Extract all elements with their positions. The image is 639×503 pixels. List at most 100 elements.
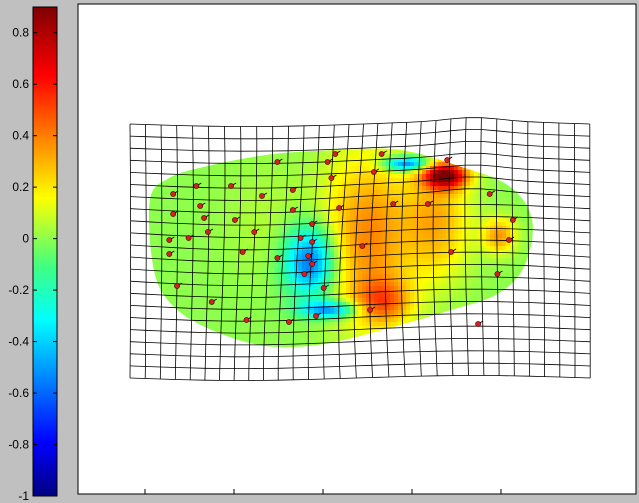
heatmap-cell xyxy=(346,314,351,319)
heatmap-cell xyxy=(314,298,319,303)
heatmap-cell xyxy=(506,226,511,231)
heatmap-cell xyxy=(358,214,363,219)
heatmap-cell xyxy=(522,226,527,231)
heatmap-cell xyxy=(190,178,195,183)
heatmap-cell xyxy=(258,202,263,207)
heatmap-cell xyxy=(214,174,219,179)
heatmap-cell xyxy=(390,310,395,315)
heatmap-cell xyxy=(410,210,415,215)
heatmap-cell xyxy=(410,150,415,155)
heatmap-cell xyxy=(514,246,519,251)
heatmap-cell xyxy=(438,254,443,259)
heatmap-cell xyxy=(438,202,443,207)
heatmap-cell xyxy=(410,202,415,207)
heatmap-cell xyxy=(238,238,243,243)
heatmap-cell xyxy=(386,302,391,307)
heatmap-cell xyxy=(238,282,243,287)
heatmap-cell xyxy=(258,226,263,231)
heatmap-cell xyxy=(262,226,267,231)
heatmap-cell xyxy=(166,202,171,207)
heatmap-cell xyxy=(326,290,331,295)
heatmap-cell xyxy=(158,282,163,287)
heatmap-cell xyxy=(418,238,423,243)
heatmap-cell xyxy=(182,206,187,211)
heatmap-cell xyxy=(254,214,259,219)
heatmap-cell xyxy=(246,334,251,339)
heatmap-cell xyxy=(150,206,155,211)
heatmap-cell xyxy=(366,318,371,323)
heatmap-cell xyxy=(362,202,367,207)
heatmap-cell xyxy=(394,306,399,311)
heatmap-cell xyxy=(198,170,203,175)
heatmap-cell xyxy=(378,310,383,315)
heatmap-cell xyxy=(418,302,423,307)
heatmap-cell xyxy=(450,262,455,267)
heatmap-cell xyxy=(430,170,435,175)
heatmap-cell xyxy=(466,242,471,247)
heatmap-cell xyxy=(298,242,303,247)
heatmap-cell xyxy=(386,226,391,231)
heatmap-cell xyxy=(286,194,291,199)
heatmap-cell xyxy=(458,258,463,263)
heatmap-cell xyxy=(382,238,387,243)
heatmap-cell xyxy=(518,242,523,247)
heatmap-cell xyxy=(382,202,387,207)
heatmap-cell xyxy=(286,190,291,195)
heatmap-cell xyxy=(186,230,191,235)
heatmap-cell xyxy=(162,218,167,223)
heatmap-cell xyxy=(442,306,447,311)
heatmap-cell xyxy=(254,234,259,239)
heatmap-cell xyxy=(414,178,419,183)
heatmap-cell xyxy=(270,246,275,251)
heatmap-cell xyxy=(166,194,171,199)
heatmap-cell xyxy=(150,202,155,207)
heatmap-cell xyxy=(234,242,239,247)
heatmap-cell xyxy=(462,170,467,175)
heatmap-cell xyxy=(322,314,327,319)
heatmap-cell xyxy=(358,154,363,159)
heatmap-cell xyxy=(334,294,339,299)
heatmap-cell xyxy=(518,218,523,223)
heatmap-cell xyxy=(410,306,415,311)
heatmap-cell xyxy=(222,306,227,311)
heatmap-cell xyxy=(290,202,295,207)
heatmap-cell xyxy=(438,218,443,223)
heatmap-cell xyxy=(506,278,511,283)
heatmap-cell xyxy=(330,210,335,215)
heatmap-cell xyxy=(250,302,255,307)
heatmap-cell xyxy=(422,234,427,239)
heatmap-cell xyxy=(190,190,195,195)
heatmap-cell xyxy=(458,206,463,211)
heatmap-cell xyxy=(390,266,395,271)
heatmap-cell xyxy=(398,214,403,219)
heatmap-cell xyxy=(326,230,331,235)
heatmap-cell xyxy=(254,334,259,339)
heatmap-cell xyxy=(446,306,451,311)
heatmap-cell xyxy=(498,194,503,199)
heatmap-cell xyxy=(330,250,335,255)
heatmap-cell xyxy=(378,214,383,219)
heatmap-cell xyxy=(218,274,223,279)
heatmap-cell xyxy=(202,226,207,231)
heatmap-cell xyxy=(434,202,439,207)
heatmap-cell xyxy=(182,170,187,175)
heatmap-cell xyxy=(290,182,295,187)
heatmap-cell xyxy=(410,290,415,295)
heatmap-cell xyxy=(366,190,371,195)
heatmap-cell xyxy=(266,326,271,331)
heatmap-cell xyxy=(370,238,375,243)
heatmap-cell xyxy=(370,318,375,323)
heatmap-cell xyxy=(442,302,447,307)
heatmap-cell xyxy=(206,202,211,207)
heatmap-cell xyxy=(514,218,519,223)
heatmap-cell xyxy=(334,230,339,235)
heatmap-cell xyxy=(450,218,455,223)
heatmap-cell xyxy=(250,318,255,323)
heatmap-cell xyxy=(274,170,279,175)
heatmap-cell xyxy=(230,230,235,235)
heatmap-cell xyxy=(298,198,303,203)
heatmap-cell xyxy=(470,206,475,211)
heatmap-cell xyxy=(346,290,351,295)
heatmap-cell xyxy=(482,246,487,251)
heatmap-cell xyxy=(386,278,391,283)
